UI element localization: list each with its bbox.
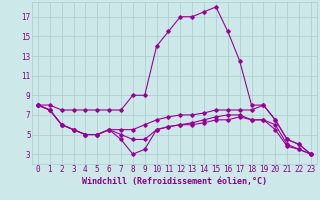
- X-axis label: Windchill (Refroidissement éolien,°C): Windchill (Refroidissement éolien,°C): [82, 177, 267, 186]
